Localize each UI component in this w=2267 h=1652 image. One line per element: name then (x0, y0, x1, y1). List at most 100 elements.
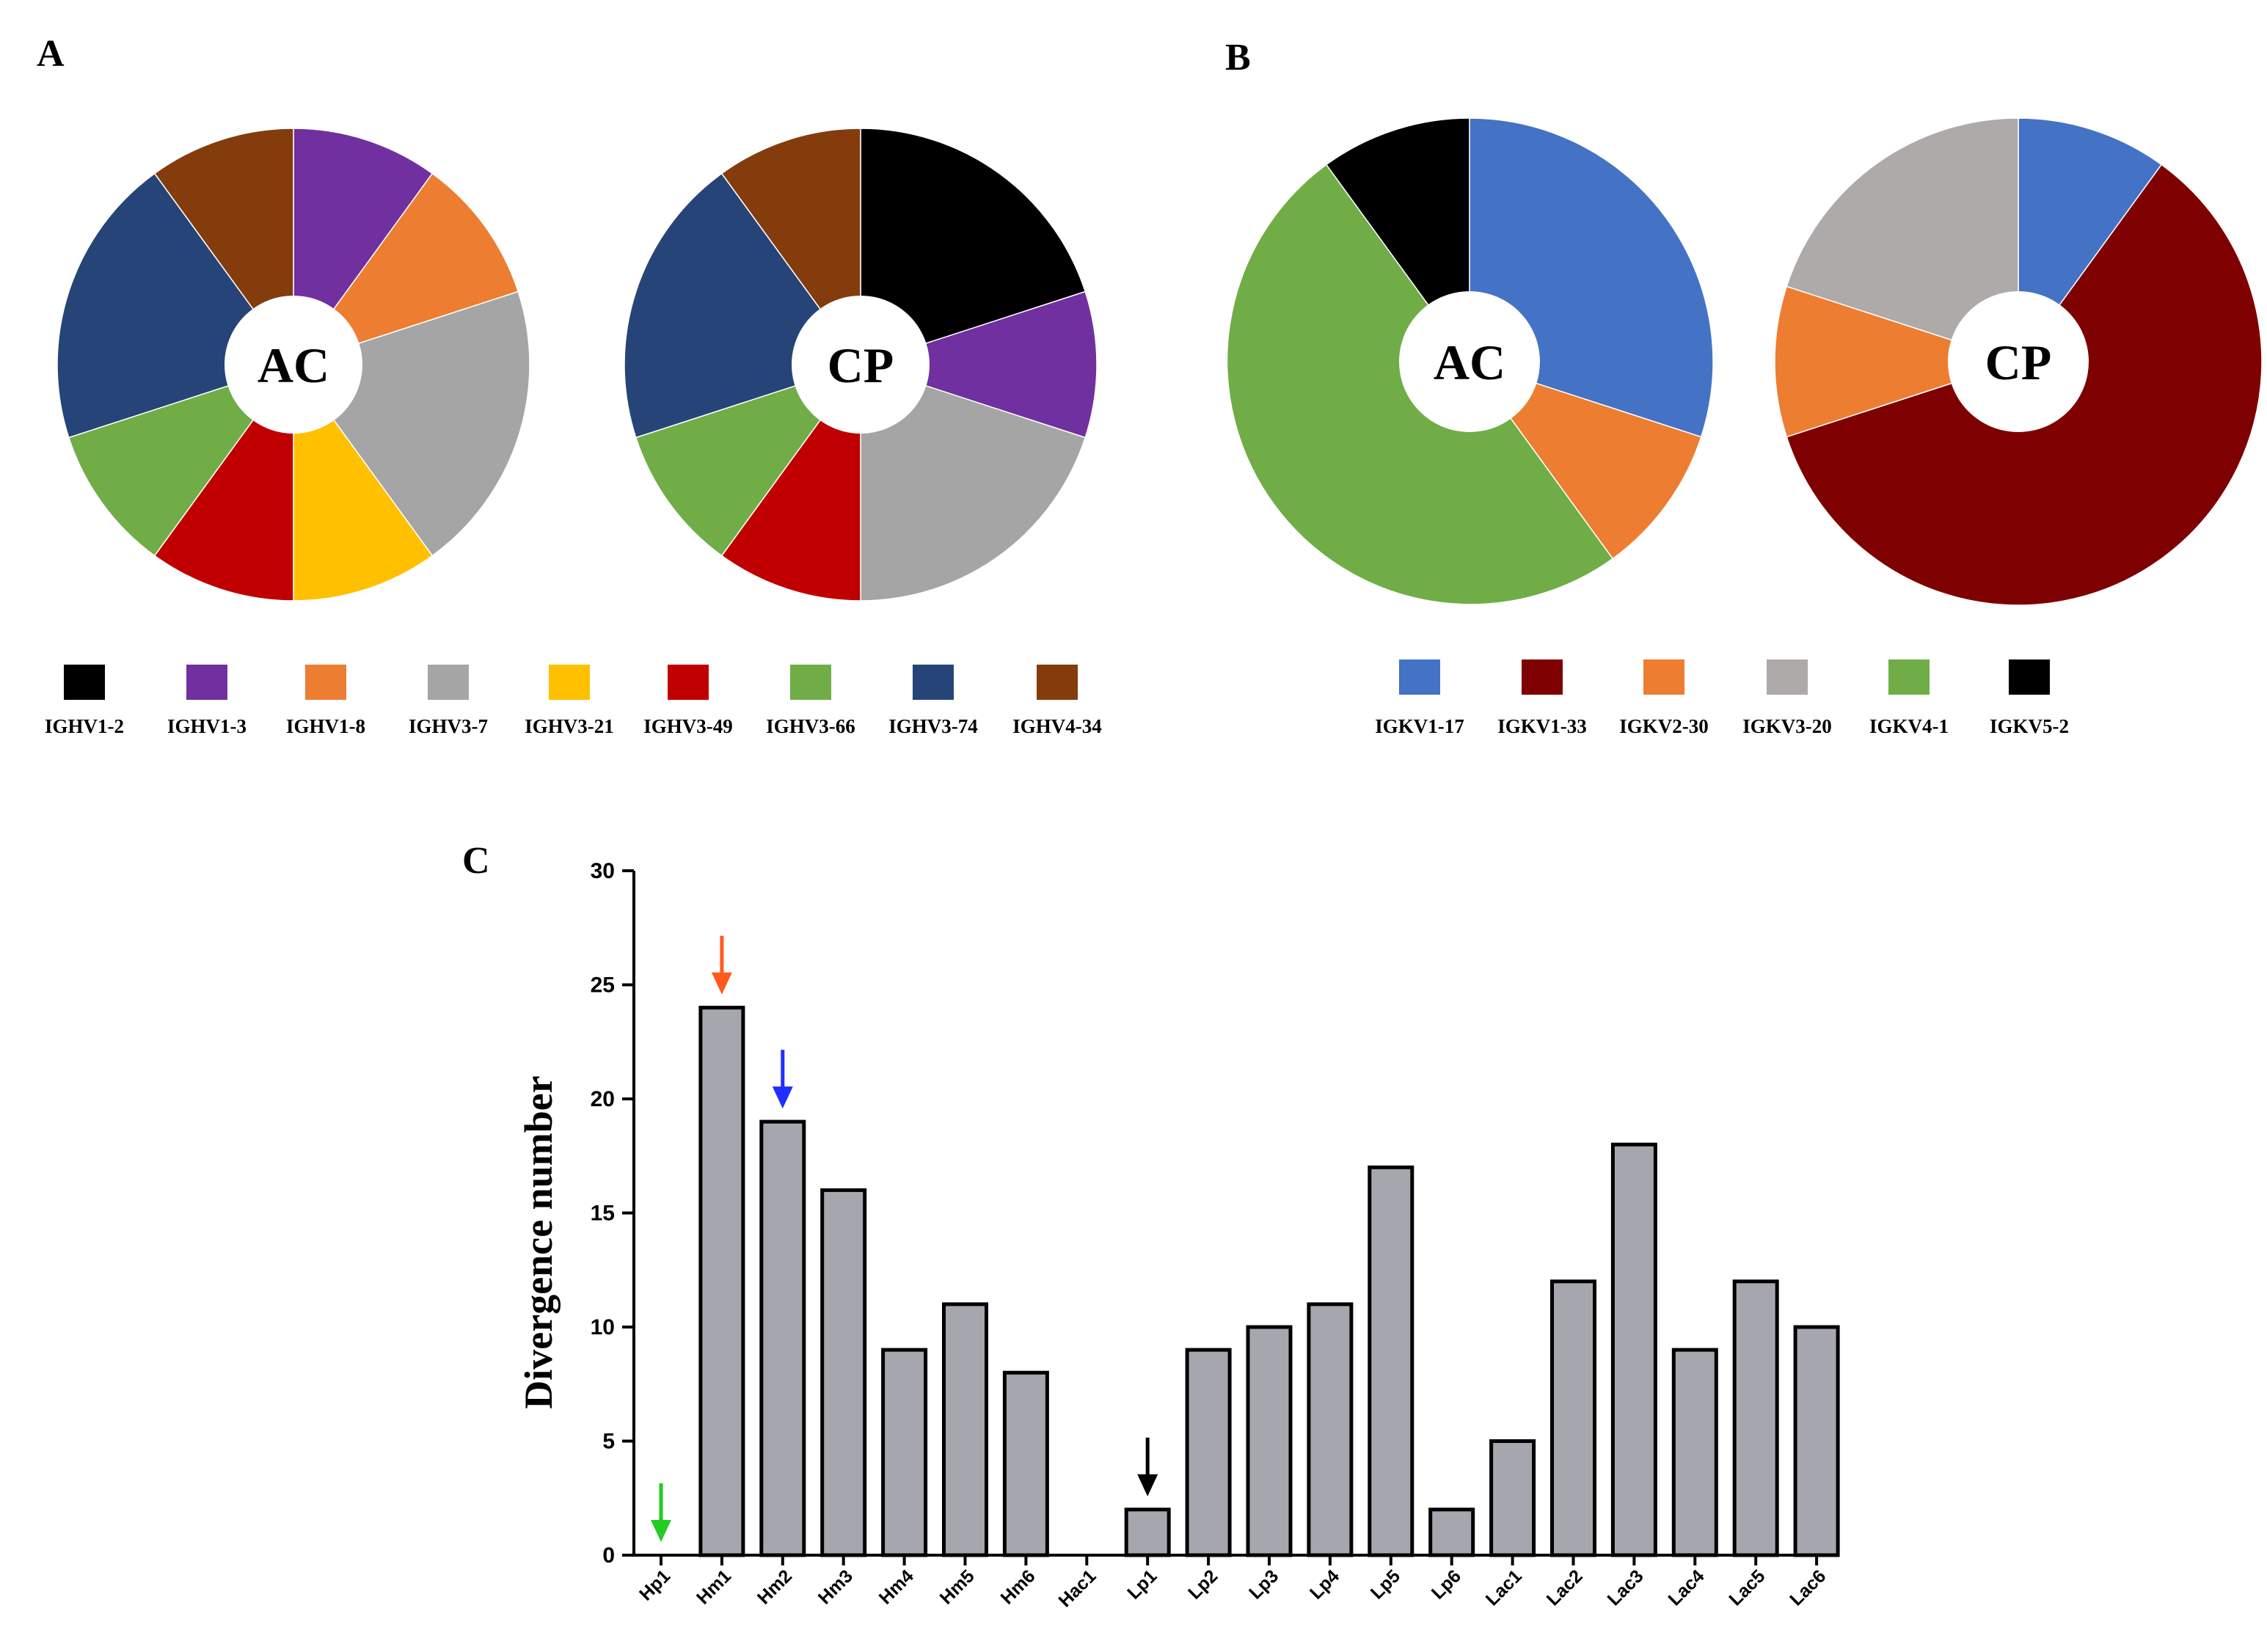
y-tick-label: 15 (591, 1202, 615, 1226)
donut-hole (792, 296, 930, 434)
bar-lac6 (1793, 1325, 1840, 1557)
legend: IGKV1-17 IGKV1-33 IGKV2-30 IGKV3-20 IGKV4-1 I… (1375, 659, 2069, 737)
legend-swatch (549, 665, 590, 700)
legend-item-ighv3-74: IGHV3-74 (888, 665, 978, 737)
arrow-head (1137, 1474, 1158, 1496)
legend-item-ighv1-8: IGHV1-8 (286, 665, 365, 737)
bar-lac3 (1610, 1142, 1657, 1557)
legend-label: IGKV3-20 (1742, 715, 1832, 737)
bar-hm5 (942, 1302, 988, 1557)
legend-label: IGHV1-3 (167, 715, 247, 737)
arrow-head (711, 972, 732, 995)
y-tick-label: 10 (591, 1315, 615, 1339)
bar-lp2 (1185, 1348, 1232, 1557)
arrow-head (651, 1520, 671, 1542)
legend-label: IGHV1-8 (286, 715, 365, 737)
legend-swatch (1522, 659, 1563, 695)
legend-label: IGHV1-2 (45, 715, 124, 737)
pie-slice-igkv2-30 (1774, 285, 2020, 438)
donut-cp-1: CP (1774, 117, 2263, 606)
bar-hm6 (1002, 1370, 1049, 1557)
legend-swatch (1643, 659, 1684, 695)
legend-label: IGKV4-1 (1869, 715, 1949, 737)
pie-slice-igkv3-20 (1786, 117, 2019, 363)
donut-center-label: AC (1434, 335, 1505, 390)
bar-hm3 (820, 1188, 867, 1557)
bar-hm2 (759, 1119, 806, 1557)
legend-label: IGHV3-74 (888, 715, 978, 737)
panel-letter-a: A (37, 33, 65, 75)
legend-label: IGKV1-33 (1497, 715, 1587, 737)
y-ticks: 0 5 10 15 20 25 30 (591, 859, 634, 1568)
legend-label: IGHV4-34 (1012, 715, 1102, 737)
legend-label: IGHV3-66 (766, 715, 855, 737)
legend-swatch (1037, 665, 1078, 700)
bar-hm4 (881, 1348, 928, 1557)
annotation-arrows (651, 935, 1158, 1542)
y-tick-label: 30 (591, 859, 615, 883)
donut-hole (1948, 291, 2089, 432)
arrow-head (772, 1086, 793, 1109)
legend-item-ighv3-49: IGHV3-49 (643, 665, 733, 737)
legend-swatch (1888, 659, 1930, 695)
pie-slice-igkv2-30 (1468, 360, 1702, 560)
legend-item-igkv2-30: IGKV2-30 (1619, 659, 1709, 737)
donut-cp-1: CP (624, 128, 1098, 602)
legend-item-igkv3-20: IGKV3-20 (1742, 659, 1832, 737)
legend-item-ighv1-3: IGHV1-3 (167, 665, 247, 737)
legend-item-igkv5-2: IGKV5-2 (1990, 659, 2069, 737)
donut-hole (1399, 291, 1540, 432)
legend-item-ighv3-21: IGHV3-21 (525, 665, 614, 737)
legend-item-igkv1-33: IGKV1-33 (1497, 659, 1587, 737)
legend-swatch (428, 665, 469, 700)
donut-ac-0: AC (1226, 117, 1714, 605)
y-axis-title: Divergence number (516, 1075, 561, 1408)
panel-letter-c: C (462, 840, 490, 882)
arrow-hp1 (651, 1483, 671, 1542)
pie-slice-ighv3-66 (635, 363, 862, 557)
bar-hm1 (698, 1006, 745, 1557)
y-tick-label: 20 (591, 1087, 615, 1111)
y-tick-label: 0 (602, 1543, 615, 1568)
donut-ac-0: AC (56, 128, 530, 602)
arrow-hm1 (711, 935, 732, 995)
legend-swatch (790, 665, 831, 700)
bars (698, 1006, 1840, 1557)
donut-center-label: CP (1985, 335, 2052, 390)
legend-swatch (1399, 659, 1440, 695)
bar-lac1 (1489, 1439, 1536, 1557)
bar-lac4 (1671, 1348, 1718, 1557)
pie-slice-ighv1-2 (860, 128, 1087, 366)
pie-slice-ighv1-8 (292, 172, 519, 366)
bar-lp5 (1368, 1165, 1414, 1557)
legend-swatch (913, 665, 954, 700)
bar-lp6 (1428, 1507, 1475, 1557)
legend-swatch (186, 665, 227, 700)
bar-lac2 (1550, 1279, 1596, 1557)
legend-label: IGHV3-49 (643, 715, 733, 737)
donut-hole (224, 296, 362, 434)
pie-slice-igkv5-2 (1325, 117, 1470, 364)
legend-label: IGHV3-7 (409, 715, 488, 737)
y-tick-label: 5 (602, 1430, 615, 1454)
legend-swatch (668, 665, 709, 700)
donut-center-label: AC (258, 337, 329, 393)
panel-letter-b: B (1225, 37, 1251, 78)
pie-slice-ighv1-3 (858, 290, 1098, 439)
legend-label: IGKV5-2 (1990, 715, 2069, 737)
arrow-hm2 (772, 1050, 793, 1109)
legend-item-igkv4-1: IGKV4-1 (1869, 659, 1949, 737)
bar-lp3 (1246, 1325, 1293, 1557)
donut-center-label: CP (828, 337, 894, 393)
bar-lac5 (1732, 1279, 1779, 1557)
legend-swatch (64, 665, 105, 700)
y-tick-label: 25 (591, 973, 615, 998)
legend-item-ighv1-2: IGHV1-2 (45, 665, 124, 737)
legend-item-ighv3-7: IGHV3-7 (409, 665, 488, 737)
legend-item-ighv3-66: IGHV3-66 (766, 665, 855, 737)
legend-swatch (1767, 659, 1808, 695)
legend-label: IGKV2-30 (1619, 715, 1709, 737)
pie-slice-igkv1-17 (2018, 117, 2163, 364)
